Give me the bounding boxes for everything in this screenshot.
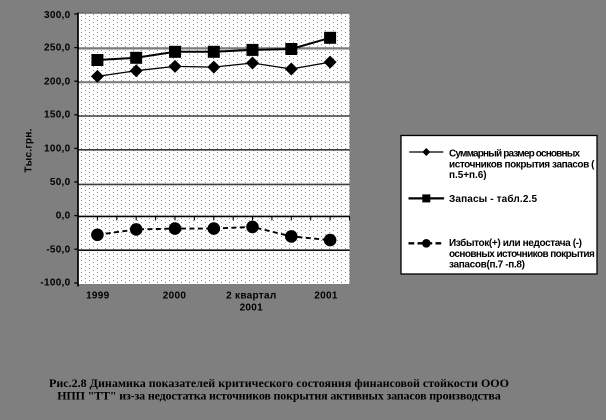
svg-text:200,0: 200,0	[44, 77, 71, 88]
svg-text:1999: 1999	[86, 290, 110, 301]
svg-text:п.5+п.6): п.5+п.6)	[449, 170, 487, 181]
svg-text:2001: 2001	[240, 303, 264, 314]
svg-text:2 квартал: 2 квартал	[226, 290, 276, 301]
svg-text:Тыс.грн.: Тыс.грн.	[24, 128, 35, 172]
svg-text:запасов(п.7 -п.8): запасов(п.7 -п.8)	[449, 260, 525, 271]
svg-text:-100,0: -100,0	[40, 278, 70, 289]
svg-text:2001: 2001	[314, 290, 338, 301]
svg-text:Избыток(+) или недостача (-): Избыток(+) или недостача (-)	[449, 237, 582, 249]
svg-text:источников покрытия запасов (: источников покрытия запасов (	[449, 159, 595, 170]
svg-text:-50,0: -50,0	[46, 244, 70, 255]
svg-text:250,0: 250,0	[44, 43, 71, 54]
svg-text:100,0: 100,0	[44, 144, 71, 155]
svg-text:НПП "ТТ" из-за недостатка исто: НПП "ТТ" из-за недостатка источников пок…	[57, 389, 501, 403]
svg-text:300,0: 300,0	[44, 10, 71, 21]
svg-text:150,0: 150,0	[44, 110, 71, 121]
svg-text:Суммарный размер основных: Суммарный размер основных	[449, 148, 580, 159]
svg-text:50,0: 50,0	[50, 177, 71, 188]
svg-text:Рис.2.8 Динамика показателей к: Рис.2.8 Динамика показателей критическог…	[49, 376, 509, 390]
svg-text:2000: 2000	[163, 290, 187, 301]
svg-text:0,0: 0,0	[56, 211, 71, 222]
svg-text:Запасы - табл.2.5: Запасы - табл.2.5	[449, 193, 537, 205]
svg-text:основных источников покрытия: основных источников покрытия	[449, 249, 595, 260]
